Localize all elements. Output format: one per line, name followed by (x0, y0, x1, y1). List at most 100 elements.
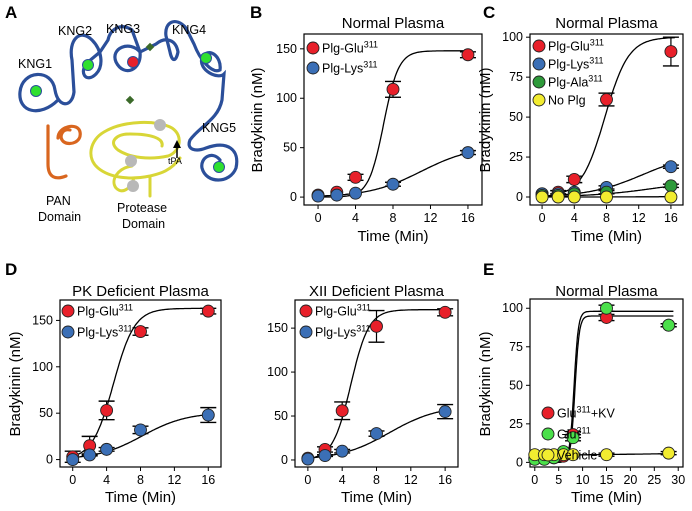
legend-marker (306, 61, 320, 75)
kng-chain (18, 19, 239, 182)
data-point (461, 146, 475, 160)
x-tick-label: 12 (404, 473, 418, 487)
data-point (535, 190, 549, 204)
panel-label-b: B (250, 3, 262, 22)
x-tick-label: 8 (603, 211, 610, 225)
data-point (551, 190, 565, 204)
legend-marker (541, 448, 555, 462)
data-point (386, 177, 400, 191)
plot-frame (529, 298, 684, 468)
chart-title: XII Deficient Plasma (309, 283, 445, 300)
label-kng2: KNG2 (58, 24, 92, 38)
y-tick-label: 25 (509, 417, 523, 431)
x-tick-label: 0 (531, 473, 538, 487)
panel-label-a: A (5, 3, 17, 22)
x-tick-label: 12 (632, 211, 646, 225)
data-point (566, 431, 580, 445)
x-tick-label: 4 (571, 211, 578, 225)
x-tick-label: 16 (438, 473, 452, 487)
x-tick-label: 10 (576, 473, 590, 487)
x-tick-label: 20 (623, 473, 637, 487)
data-point (201, 304, 215, 318)
y-tick-label: 100 (276, 91, 297, 105)
data-point (600, 190, 613, 204)
data-point (134, 423, 147, 437)
label-kng1: KNG1 (18, 57, 52, 71)
data-point (600, 448, 613, 462)
data-point (349, 170, 362, 184)
data-point (461, 48, 475, 62)
x-tick-label: 0 (315, 211, 322, 225)
y-axis-label: Bradykinin (nM) (7, 331, 24, 436)
legend-label: Plg-Glu311 (548, 38, 604, 54)
x-axis-label: Time (Min) (105, 489, 176, 506)
y-tick-label: 25 (509, 150, 523, 164)
kng5-domain-node (213, 161, 225, 173)
protease-node-3 (127, 180, 139, 192)
x-tick-label: 8 (390, 211, 397, 225)
data-point (301, 452, 315, 466)
x-tick-label: 0 (539, 211, 546, 225)
legend-marker (532, 75, 546, 89)
x-tick-label: 30 (671, 473, 685, 487)
legend-label: Glu311+KV (557, 405, 615, 421)
data-point (201, 408, 215, 422)
x-axis-label: Time (Min) (571, 489, 642, 506)
chart-panel-d-xii: XII Deficient Plasma 0 4 8 12 16 0 50 100 150 Time… (267, 283, 459, 506)
kininogen-plasminogen-diagram: KNG1 KNG2 KNG3 KNG4 KNG5 PAN Domain Prot… (18, 19, 239, 231)
fit-curve (72, 307, 213, 458)
data-point (438, 305, 452, 319)
y-tick-label: 100 (502, 301, 523, 315)
y-tick-label: 75 (509, 70, 523, 84)
data-point (370, 319, 383, 333)
y-tick-label: 100 (502, 30, 523, 44)
kng4-domain-node (200, 52, 212, 64)
pan-domain (46, 124, 82, 180)
data-point (662, 318, 676, 332)
data-point (66, 453, 80, 467)
data-point (100, 403, 114, 417)
legend-label: Glu311 (557, 426, 591, 442)
kng2-domain-node (82, 59, 94, 71)
data-point (349, 186, 362, 200)
chart-panel-e: Normal Plasma 0 5 10 15 20 25 30 0 25 50 75 100 Time … (477, 283, 685, 506)
data-point (100, 442, 114, 456)
fit-curve (307, 309, 450, 460)
data-point (567, 190, 581, 204)
fit-curve (534, 310, 674, 464)
legend-label: Plg-Ala311 (548, 74, 603, 90)
chart-panel-c: Normal Plasma 0 4 8 12 16 0 25 50 75 100 Time (Min)… (477, 15, 684, 245)
x-tick-label: 4 (352, 211, 359, 225)
data-point (330, 188, 344, 202)
cleavage-site-diamond-2 (125, 95, 135, 105)
panel-label-c: C (483, 3, 495, 22)
legend-label: No Plg (548, 94, 586, 108)
data-point (386, 82, 400, 96)
legend-marker (299, 304, 313, 318)
panel-label-d: D (5, 260, 17, 279)
label-tpa: tPA (168, 156, 182, 166)
x-tick-label: 12 (167, 473, 181, 487)
legend-marker (532, 39, 546, 53)
data-point (335, 444, 349, 458)
x-tick-label: 15 (600, 473, 614, 487)
panel-label-e: E (483, 260, 494, 279)
data-point (664, 190, 678, 204)
x-tick-label: 0 (69, 473, 76, 487)
x-tick-label: 5 (555, 473, 562, 487)
label-kng5: KNG5 (202, 121, 236, 135)
label-kng4: KNG4 (172, 23, 206, 37)
legend-label: Plg-Glu311 (77, 303, 133, 319)
y-axis-label: Bradykinin (nM) (249, 67, 266, 172)
x-tick-label: 8 (373, 473, 380, 487)
legend-marker (61, 325, 75, 339)
y-tick-label: 50 (39, 406, 53, 420)
x-axis-label: Time (Min) (341, 489, 412, 506)
label-pan: PAN (46, 194, 71, 208)
legend-label: Plg-Glu311 (315, 303, 371, 319)
label-protease: Protease (117, 201, 167, 215)
legend-label: Plg-Lys311 (77, 324, 133, 340)
data-point (370, 427, 383, 441)
legend-marker (541, 427, 555, 441)
chart-title: PK Deficient Plasma (72, 283, 209, 300)
